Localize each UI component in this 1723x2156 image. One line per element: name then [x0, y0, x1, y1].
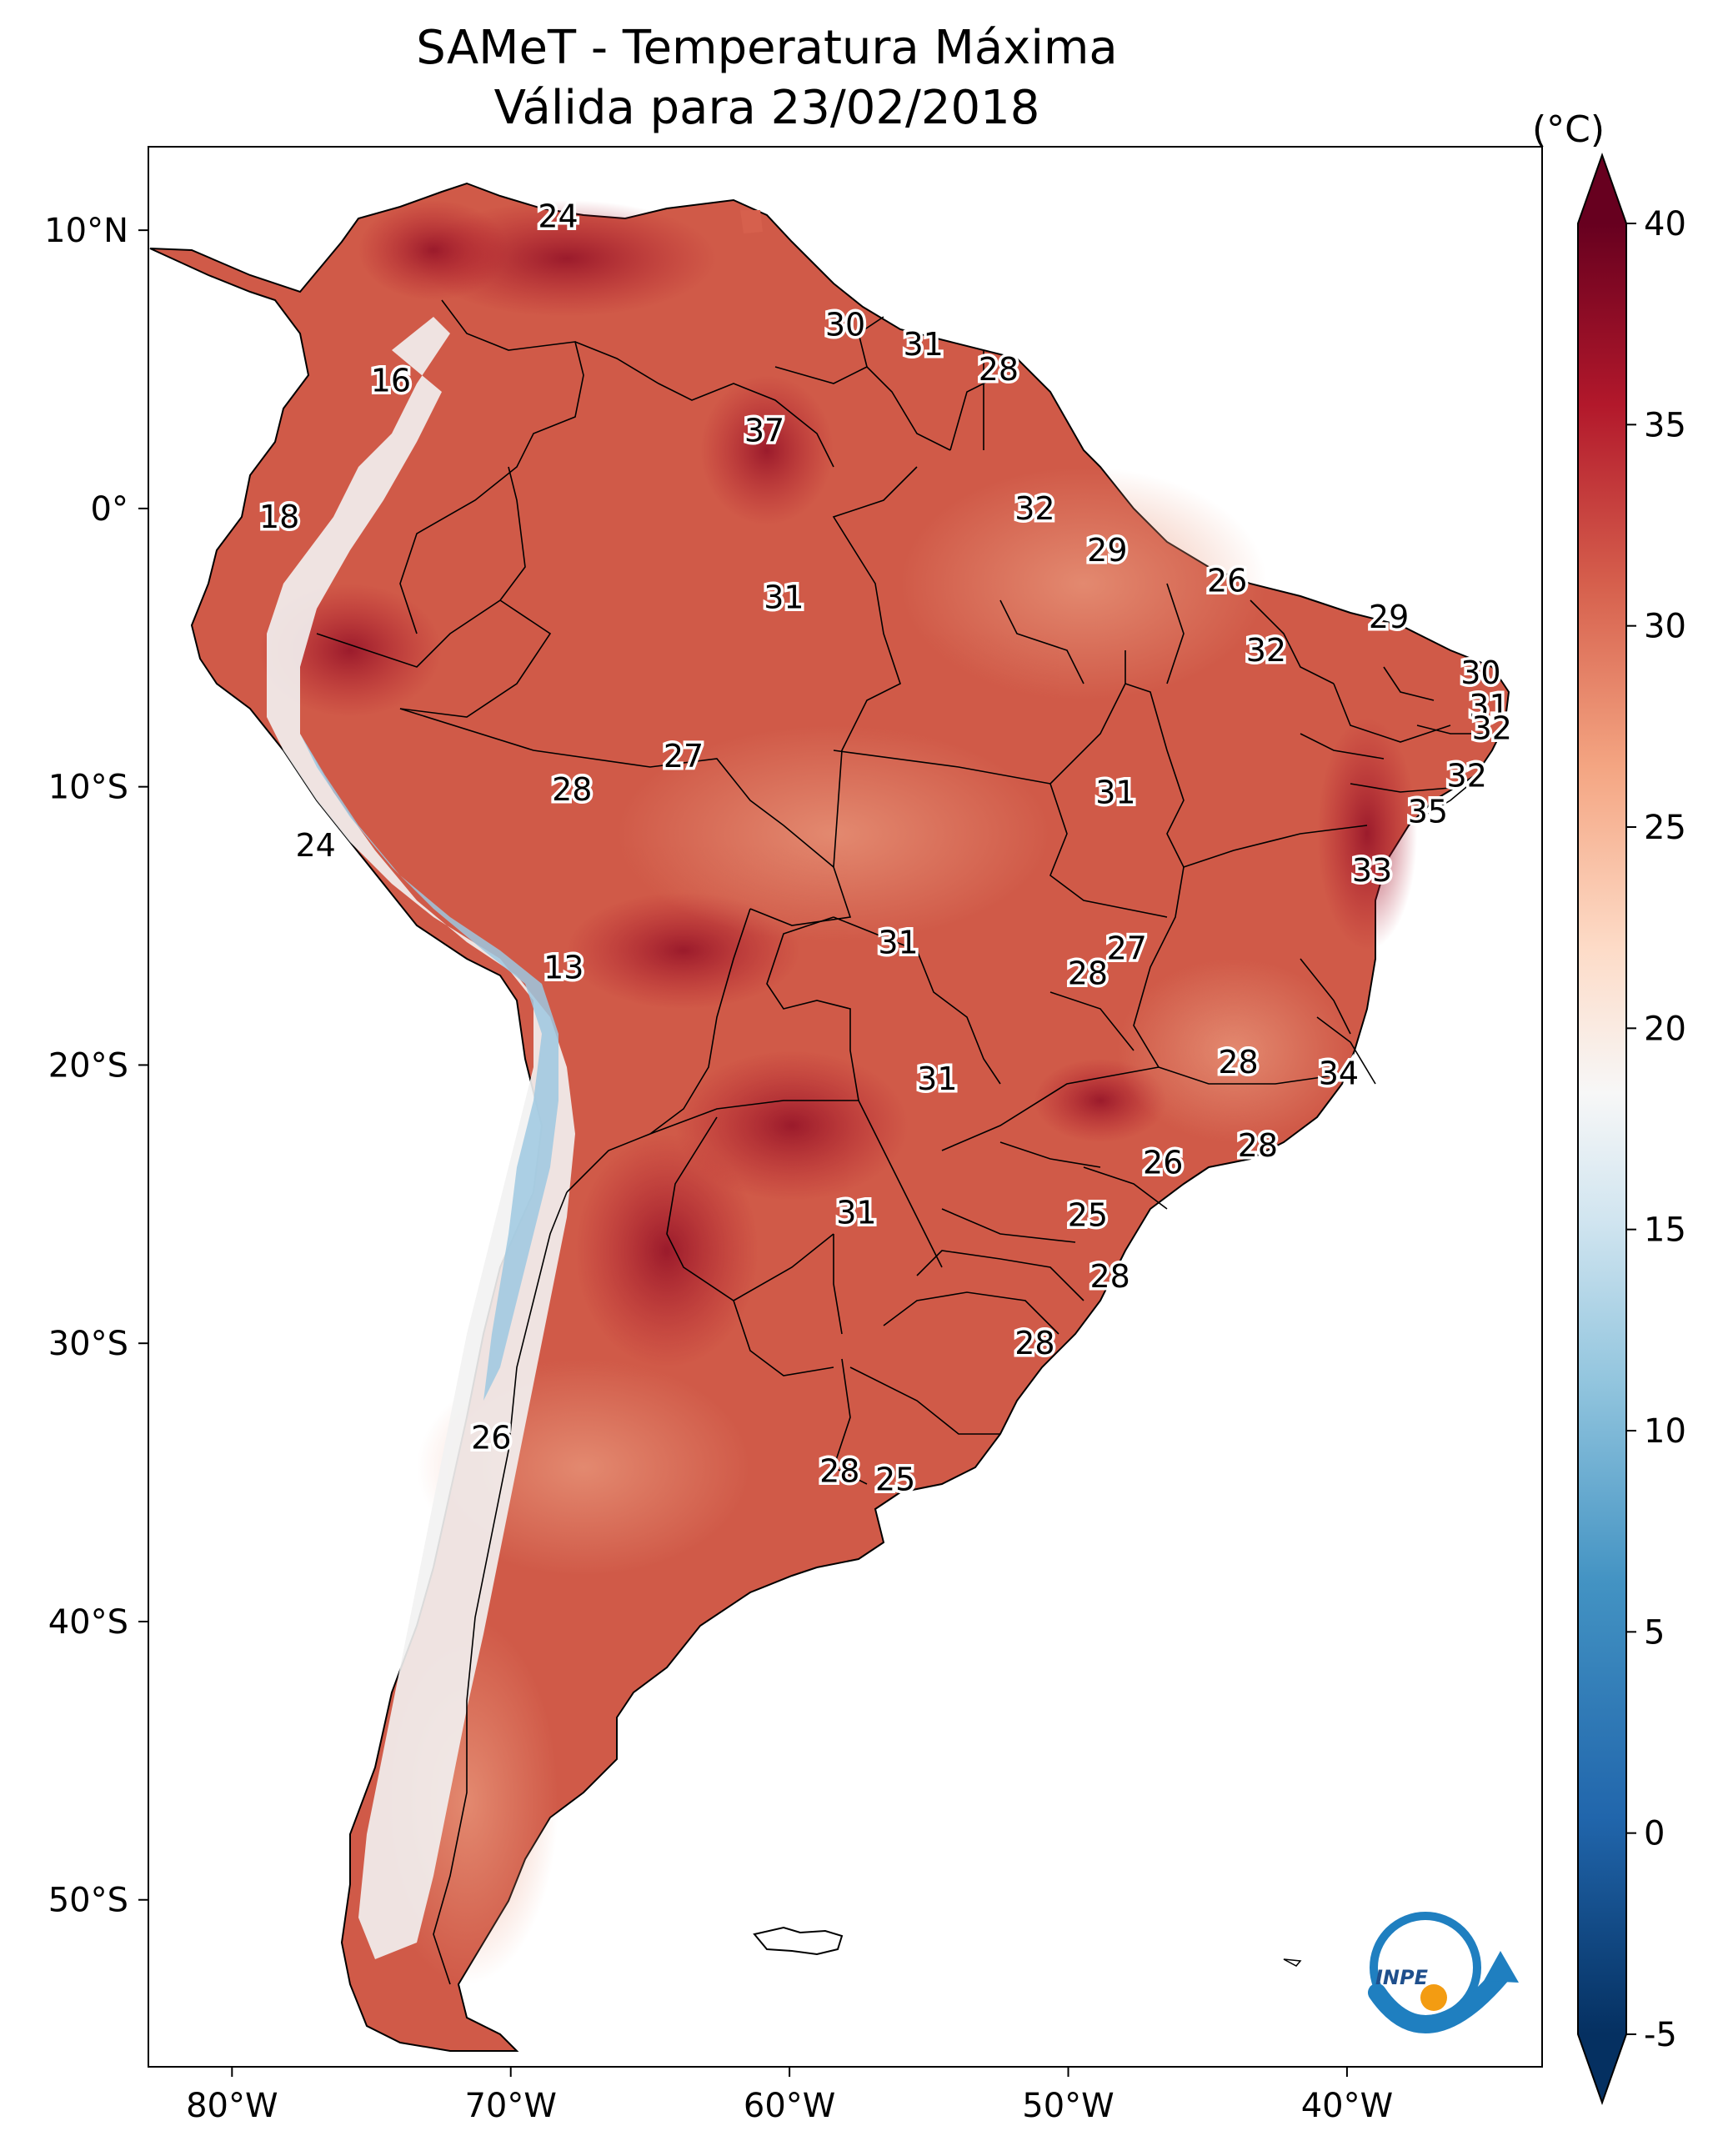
y-tick-label: 0° — [91, 490, 128, 529]
station-label: 32 — [1472, 710, 1512, 747]
station-label: 34 — [1319, 1055, 1359, 1091]
y-tick-label: 30°S — [48, 1325, 128, 1363]
colorbar-tick-label: 5 — [1644, 1613, 1665, 1652]
station-label: 28 — [1014, 1325, 1054, 1361]
colorbar-tick-label: 25 — [1644, 809, 1686, 847]
y-axis-ticks: 10°N 0° 10°S 20°S 30°S 40°S 50°S — [44, 212, 148, 1920]
caribbean-island — [740, 210, 763, 233]
axes-border — [148, 146, 1543, 2068]
map-subtitle: Válida para 23/02/2018 — [493, 81, 1040, 135]
station-label: 18 — [259, 499, 299, 535]
y-tick-label: 40°S — [48, 1603, 128, 1642]
station-label: 28 — [1068, 955, 1108, 991]
station-label: 32 — [1014, 490, 1054, 527]
colorbar-tick-label: 20 — [1644, 1010, 1686, 1048]
station-label: 29 — [1369, 599, 1409, 635]
station-label: 28 — [1238, 1127, 1278, 1164]
x-tick-label: 40°W — [1301, 2087, 1393, 2125]
x-tick-label: 50°W — [1022, 2087, 1114, 2125]
y-tick-label: 20°S — [48, 1046, 128, 1085]
map-area — [149, 182, 1510, 2052]
station-label: 28 — [1218, 1044, 1258, 1081]
station-label: 24 — [538, 198, 578, 234]
station-label: 31 — [903, 326, 943, 363]
colorbar-tick-label: 15 — [1644, 1211, 1686, 1250]
station-label: 27 — [664, 738, 704, 775]
temperature-field — [258, 200, 1417, 1984]
colorbar-tick-label: 40 — [1644, 205, 1686, 243]
country-borders — [316, 299, 1484, 1985]
colorbar-unit-label: (°C) — [1532, 108, 1605, 151]
logo-arrow — [1484, 1951, 1519, 1983]
andes-cool-band — [267, 317, 575, 1959]
station-label: 31 — [878, 925, 918, 961]
colorbar-tick-label: 30 — [1644, 608, 1686, 646]
station-label: 37 — [744, 412, 784, 449]
station-label: 26 — [1143, 1144, 1183, 1181]
y-tick-label: 50°S — [48, 1882, 128, 1920]
station-label: 26 — [471, 1420, 511, 1457]
station-label: 29 — [1087, 532, 1127, 569]
colorbar-tick-label: -5 — [1644, 2016, 1677, 2054]
x-tick-label: 60°W — [744, 2087, 835, 2125]
station-label: 32 — [1246, 632, 1286, 669]
falkland-islands — [753, 1926, 844, 1956]
station-label: 30 — [825, 307, 865, 343]
station-label: 25 — [875, 1462, 915, 1498]
x-tick-label: 70°W — [464, 2087, 556, 2125]
station-label: 31 — [836, 1194, 876, 1231]
colorbar-extend-min — [1578, 2034, 1626, 2103]
y-tick-label: 10°S — [48, 769, 128, 807]
colorbar-tick-label: 10 — [1644, 1412, 1686, 1451]
colorbar-tick-label: 0 — [1644, 1815, 1665, 1853]
logo-sun — [1420, 1984, 1447, 2011]
station-label: 31 — [917, 1060, 957, 1097]
station-label: 28 — [1090, 1258, 1130, 1295]
south-georgia-island — [1283, 1958, 1302, 1967]
colorbar-tick-label: 35 — [1644, 406, 1686, 444]
station-label: 24 — [295, 827, 335, 864]
station-label: 31 — [1095, 774, 1135, 810]
station-label: 28 — [552, 771, 592, 808]
station-label: 28 — [819, 1453, 859, 1490]
x-axis-ticks: 80°W 70°W 60°W 50°W 40°W — [186, 2067, 1393, 2125]
logo-text: INPE — [1375, 1966, 1429, 1989]
station-label: 26 — [1207, 563, 1247, 599]
colorbar: 40 35 30 25 20 15 10 5 0 -5 — [1577, 153, 1686, 2105]
colorbar-ticks: 40 35 30 25 20 15 10 5 0 -5 — [1626, 205, 1686, 2054]
station-label: 25 — [1068, 1197, 1108, 1234]
map-title: SAMeT - Temperatura Máxima — [416, 21, 1118, 75]
station-label: 30 — [1460, 654, 1500, 691]
x-tick-label: 80°W — [186, 2087, 278, 2125]
station-label: 28 — [979, 351, 1019, 388]
colorbar-gradient — [1578, 223, 1626, 2034]
station-label: 31 — [764, 579, 804, 616]
colorbar-extend-max — [1578, 155, 1626, 223]
station-label: 31 — [1469, 688, 1509, 725]
station-label: 35 — [1408, 794, 1448, 830]
station-label: 33 — [1352, 852, 1392, 889]
station-label: 27 — [1107, 930, 1147, 966]
station-label: 32 — [1447, 757, 1487, 794]
station-label: 16 — [371, 362, 411, 399]
y-tick-label: 10°N — [44, 212, 128, 250]
inpe-logo: INPE — [1368, 1912, 1519, 2033]
station-label: 13 — [543, 950, 584, 986]
logo-swoosh — [1368, 1967, 1510, 2033]
